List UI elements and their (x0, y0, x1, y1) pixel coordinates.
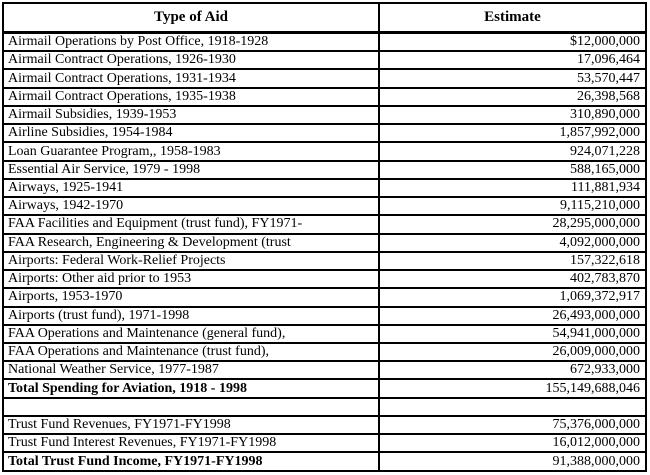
table-row: Airports (trust fund), 1971-1998 26,493,0… (2, 305, 647, 326)
aid-type-cell: Airports, 1953-1970 (2, 287, 380, 308)
table-row: FAA Research, Engineering & Development … (2, 232, 647, 253)
table-row: Trust Fund Revenues, FY1971-FY1998 75,376… (2, 414, 647, 436)
aid-type-cell: Airports: Other aid prior to 1953 (2, 269, 380, 290)
table-row: Airways, 1925-1941 111,881,934 (2, 177, 647, 199)
column-header-type-of-aid: Type of Aid (2, 2, 380, 34)
aid-type-cell: Trust Fund Interest Revenues, FY1971-FY1… (2, 433, 380, 454)
aid-type-cell (2, 396, 380, 417)
estimate-cell: 54,941,000,000 (378, 323, 647, 345)
estimate-cell: 26,009,000,000 (378, 341, 647, 363)
table-row: Airmail Contract Operations, 1926-1930 17… (2, 50, 647, 71)
estimate-cell: 588,165,000 (378, 159, 647, 180)
estimate-cell: 310,890,000 (378, 104, 647, 126)
table-row: National Weather Service, 1977-1987 672,9… (2, 360, 647, 381)
estimate-cell: $12,000,000 (378, 31, 647, 53)
aid-type-cell: Airports: Federal Work-Relief Projects (2, 250, 380, 272)
aid-type-cell: Loan Guarantee Program,, 1958-1983 (2, 141, 380, 162)
aid-type-cell: Airmail Subsidies, 1939-1953 (2, 104, 380, 126)
aid-type-cell: Airmail Contract Operations, 1935-1938 (2, 86, 380, 107)
estimate-cell: 16,012,000,000 (378, 433, 647, 454)
estimate-cell: 672,933,000 (378, 360, 647, 381)
total-row: Total Trust Fund Income, FY1971-FY1998 91… (2, 451, 647, 472)
aid-type-cell: National Weather Service, 1977-1987 (2, 360, 380, 381)
estimate-cell: 28,295,000,000 (378, 214, 647, 235)
table-row: Loan Guarantee Program,, 1958-1983 924,07… (2, 141, 647, 162)
table-row: Airmail Contract Operations, 1935-1938 26… (2, 86, 647, 107)
table-row: FAA Facilities and Equipment (trust fund… (2, 214, 647, 235)
aid-type-cell: Airways, 1925-1941 (2, 177, 380, 199)
table-row: Essential Air Service, 1979 - 1998 588,16… (2, 159, 647, 180)
estimate-cell: 155,149,688,046 (378, 378, 647, 399)
aid-type-cell: Airline Subsidies, 1954-1984 (2, 123, 380, 144)
aid-type-cell: FAA Operations and Maintenance (trust fu… (2, 341, 380, 363)
aid-type-cell: Trust Fund Revenues, FY1971-FY1998 (2, 414, 380, 436)
aid-type-cell: FAA Operations and Maintenance (general … (2, 323, 380, 345)
table-row: Airports, 1953-1970 1,069,372,917 (2, 287, 647, 308)
table-row: Airmail Contract Operations, 1931-1934 53… (2, 68, 647, 89)
estimate-cell: 1,069,372,917 (378, 287, 647, 308)
aid-type-cell: Total Trust Fund Income, FY1971-FY1998 (2, 451, 380, 472)
estimate-cell: 402,783,870 (378, 269, 647, 290)
estimate-cell: 53,570,447 (378, 68, 647, 89)
estimate-cell: 924,071,228 (378, 141, 647, 162)
estimate-cell: 75,376,000,000 (378, 414, 647, 436)
aid-type-cell: Airmail Operations by Post Office, 1918-… (2, 31, 380, 53)
estimate-cell: 157,322,618 (378, 250, 647, 272)
estimate-cell: 4,092,000,000 (378, 232, 647, 253)
aid-type-cell: Airports (trust fund), 1971-1998 (2, 305, 380, 326)
aid-type-cell: Airmail Contract Operations, 1926-1930 (2, 50, 380, 71)
estimate-cell: 111,881,934 (378, 177, 647, 199)
aid-type-cell: Total Spending for Aviation, 1918 - 1998 (2, 378, 380, 399)
estimate-cell: 17,096,464 (378, 50, 647, 71)
spacer-row (2, 396, 647, 417)
aid-type-cell: Essential Air Service, 1979 - 1998 (2, 159, 380, 180)
estimate-cell: 1,857,992,000 (378, 123, 647, 144)
table-row: Airports: Federal Work-Relief Projects 15… (2, 250, 647, 272)
table-row: Airmail Subsidies, 1939-1953 310,890,000 (2, 104, 647, 126)
table-row: Airways, 1942-1970 9,115,210,000 (2, 196, 647, 217)
estimate-cell: 26,493,000,000 (378, 305, 647, 326)
header-row: Type of Aid Estimate (2, 2, 647, 34)
aid-type-cell: Airways, 1942-1970 (2, 196, 380, 217)
estimate-cell: 9,115,210,000 (378, 196, 647, 217)
table-row: Airports: Other aid prior to 1953 402,783… (2, 269, 647, 290)
table-row: Airmail Operations by Post Office, 1918-… (2, 31, 647, 53)
aid-type-cell: FAA Research, Engineering & Development … (2, 232, 380, 253)
estimate-cell: 26,398,568 (378, 86, 647, 107)
estimate-cell: 91,388,000,000 (378, 451, 647, 472)
aid-type-cell: FAA Facilities and Equipment (trust fund… (2, 214, 380, 235)
total-row: Total Spending for Aviation, 1918 - 1998… (2, 378, 647, 399)
estimate-cell (378, 396, 647, 417)
column-header-estimate: Estimate (378, 2, 647, 34)
table-row: Airline Subsidies, 1954-1984 1,857,992,00… (2, 123, 647, 144)
table-body: Airmail Operations by Post Office, 1918-… (2, 31, 647, 472)
table-row: FAA Operations and Maintenance (trust fu… (2, 341, 647, 363)
aid-type-cell: Airmail Contract Operations, 1931-1934 (2, 68, 380, 89)
table-row: Trust Fund Interest Revenues, FY1971-FY1… (2, 433, 647, 454)
table-row: FAA Operations and Maintenance (general … (2, 323, 647, 345)
